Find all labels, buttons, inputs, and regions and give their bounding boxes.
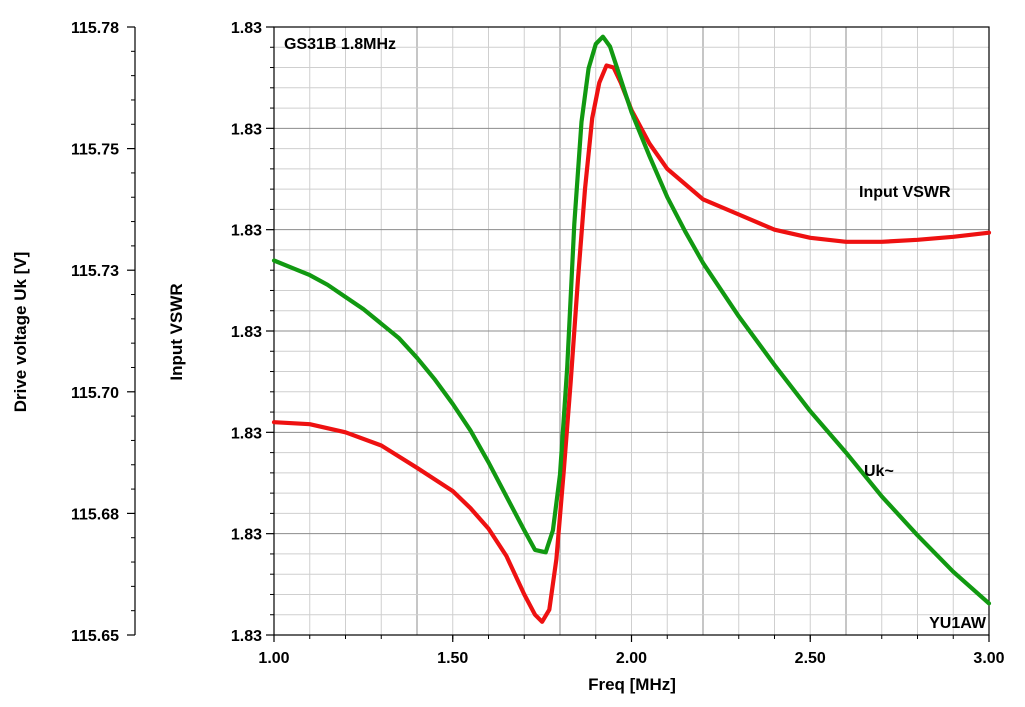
plot-grid bbox=[274, 27, 989, 635]
y-axis-label-drive-voltage: Drive voltage Uk [V] bbox=[11, 252, 30, 413]
vswr-tick-label: 1.83 bbox=[231, 121, 262, 138]
drive-voltage-tick-label: 115.78 bbox=[71, 20, 119, 37]
x-tick-label: 3.00 bbox=[973, 650, 1004, 667]
x-axis-label: Freq [MHz] bbox=[588, 675, 676, 694]
drive-voltage-tick-label: 115.68 bbox=[71, 506, 119, 523]
vswr-tick-label: 1.83 bbox=[231, 223, 262, 240]
drive-voltage-tick-label: 115.70 bbox=[71, 385, 119, 402]
axes: 1.00 1.50 2.00 2.50 3.00 1.83 1.83 1.83 1.83 1.83… bbox=[71, 20, 1005, 667]
credit-label: YU1AW bbox=[929, 615, 987, 632]
x-tick-label: 2.50 bbox=[795, 650, 826, 667]
y-axis-label-input-vswr: Input VSWR bbox=[167, 283, 186, 380]
vswr-tick-label: 1.83 bbox=[231, 628, 262, 645]
vswr-tick-label: 1.83 bbox=[231, 527, 262, 544]
drive-voltage-tick-label: 115.65 bbox=[71, 628, 119, 645]
vswr-tick-label: 1.83 bbox=[231, 20, 262, 37]
x-tick-label: 1.00 bbox=[258, 650, 289, 667]
x-tick-label: 1.50 bbox=[437, 650, 468, 667]
chart-title: GS31B 1.8MHz bbox=[284, 36, 396, 53]
series-lines bbox=[271, 34, 992, 624]
series-label-input-vswr: Input VSWR bbox=[859, 184, 951, 201]
x-tick-label: 2.00 bbox=[616, 650, 647, 667]
series-label-uk: Uk~ bbox=[864, 463, 894, 480]
series-line-input-vswr bbox=[271, 63, 992, 624]
drive-voltage-tick-label: 115.75 bbox=[71, 142, 119, 159]
vswr-tick-label: 1.83 bbox=[231, 324, 262, 341]
drive-voltage-tick-label: 115.73 bbox=[71, 263, 119, 280]
vswr-tick-label: 1.83 bbox=[231, 425, 262, 442]
series-line-uk bbox=[271, 34, 992, 606]
